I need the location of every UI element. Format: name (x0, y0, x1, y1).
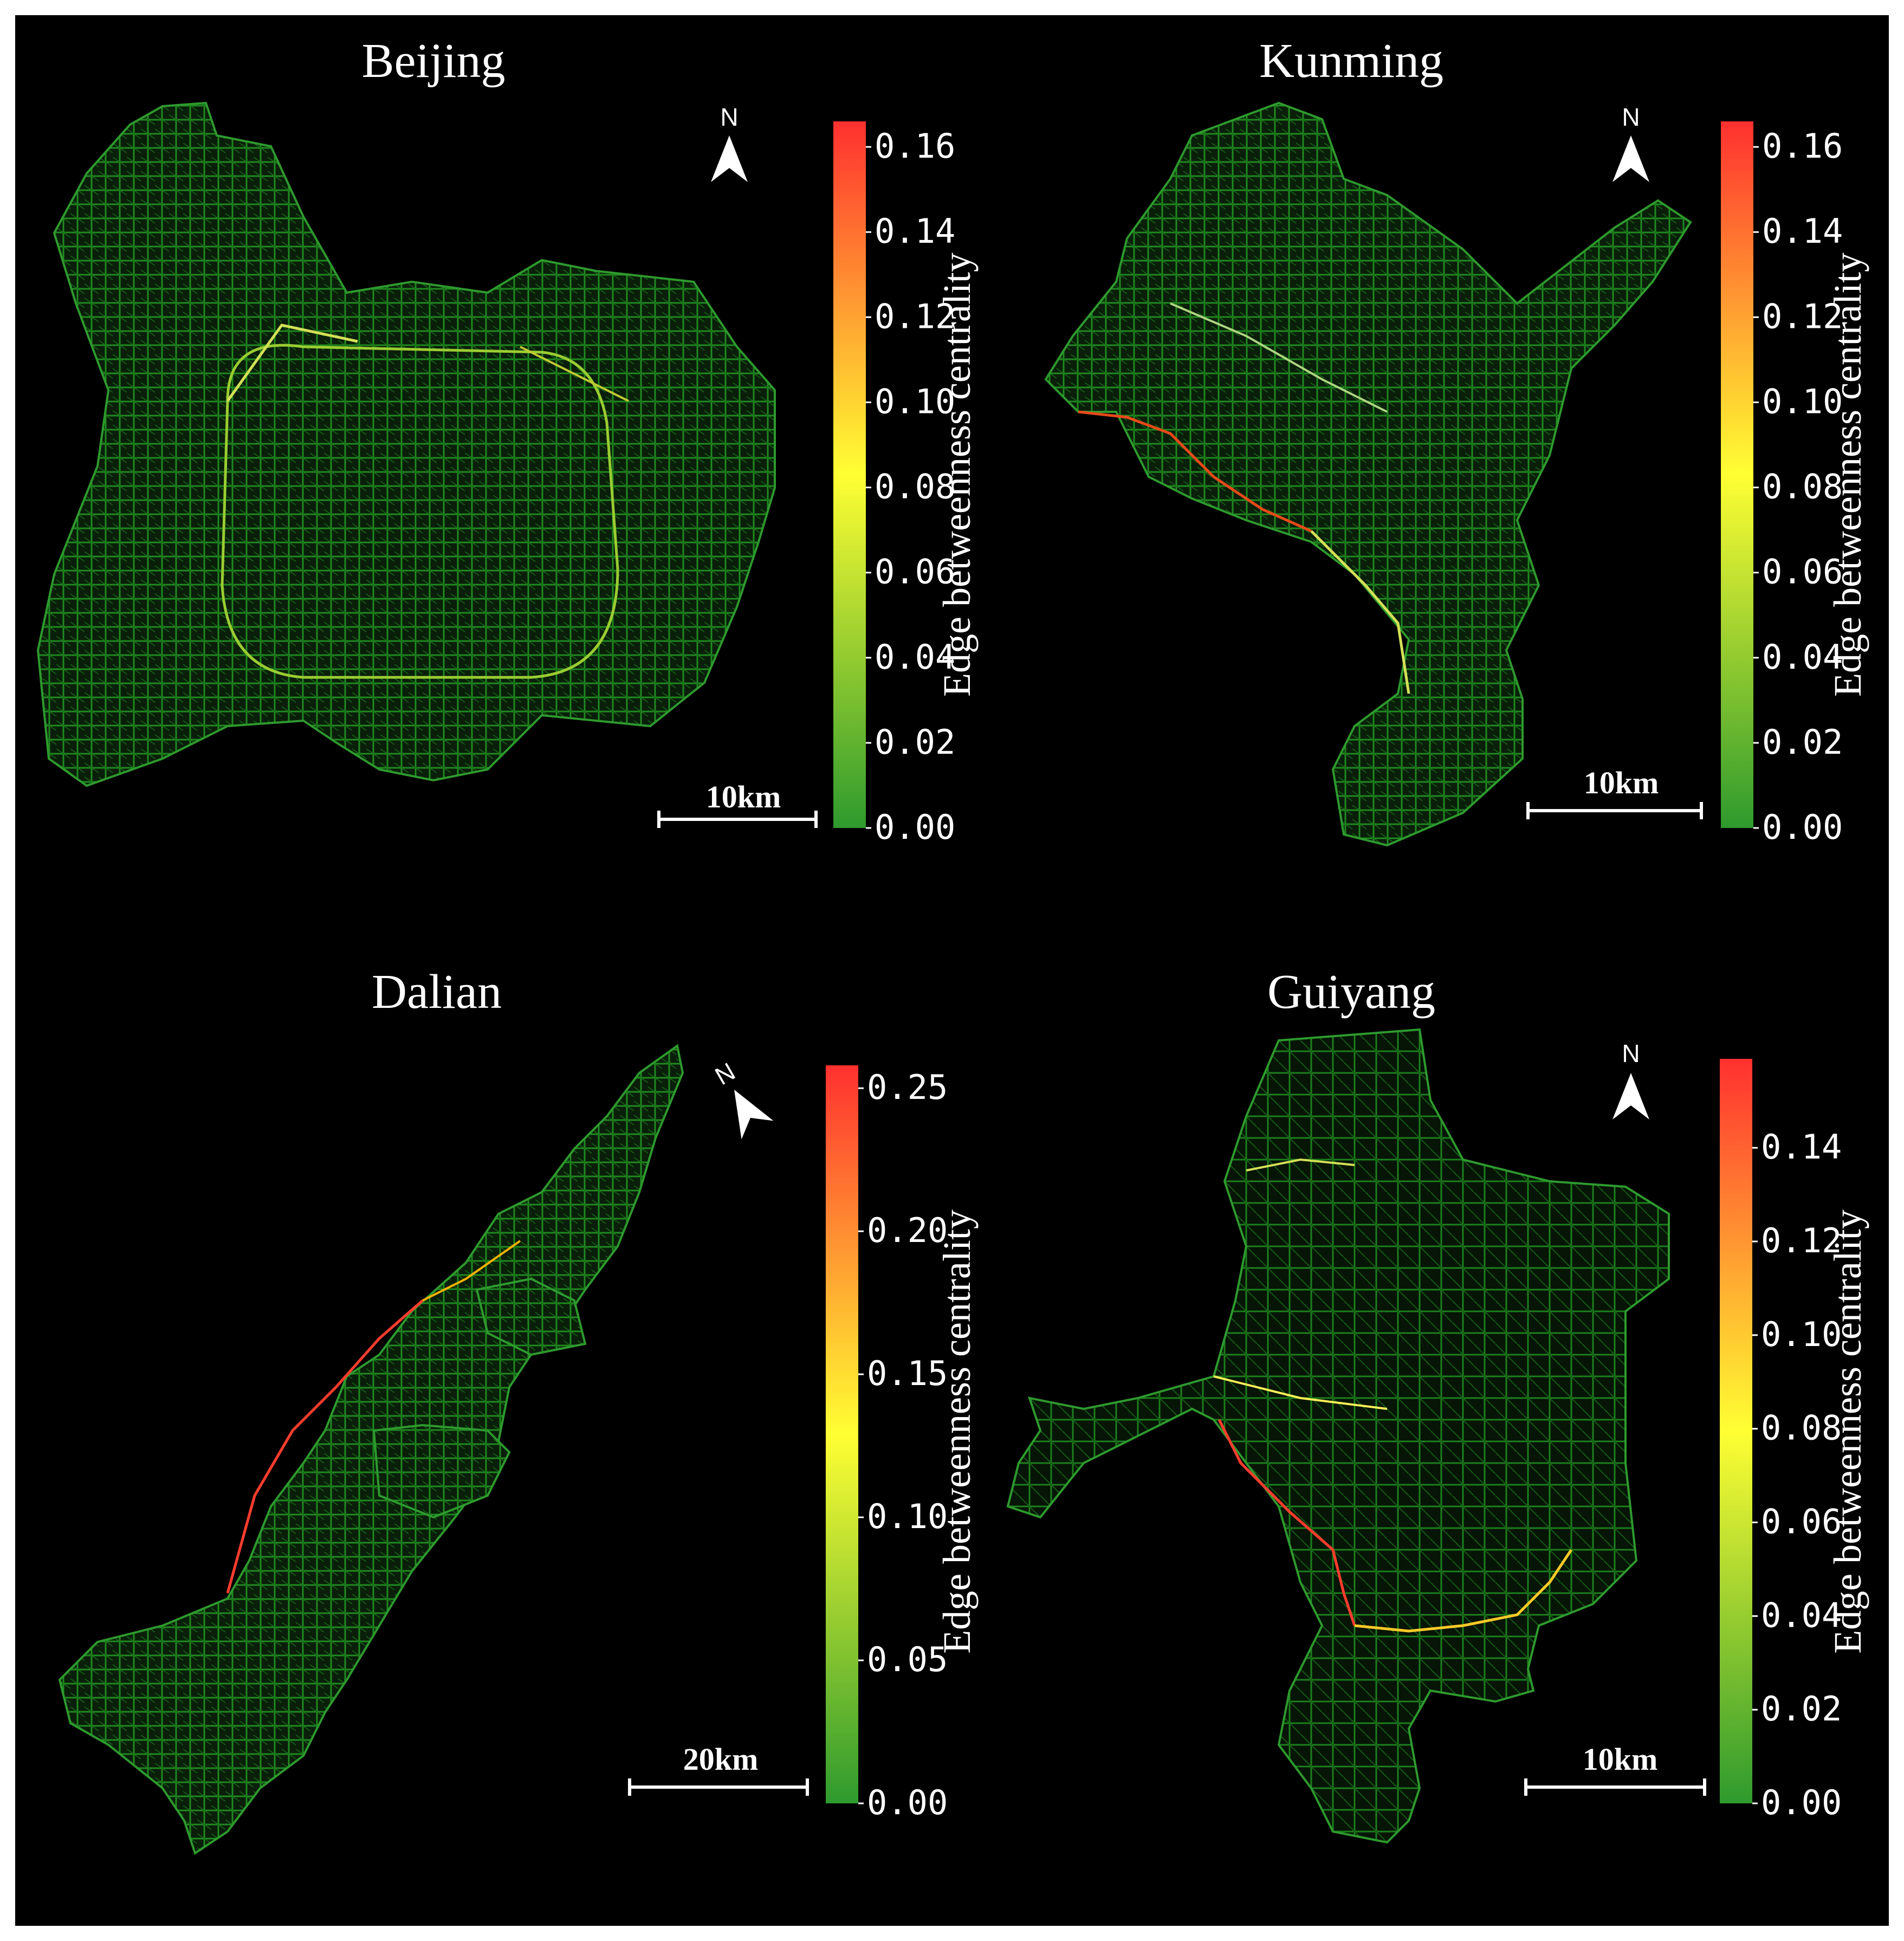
north-letter: N (720, 103, 738, 131)
scale-bar: 10km (1526, 765, 1703, 819)
colorbar-tick-label: 0.04 (875, 637, 955, 677)
colorbar-title: Edge betweenness centrality (935, 253, 979, 697)
colorbar-tick-label: 0.00 (1761, 1783, 1842, 1822)
colorbar-tick-label: 0.06 (1761, 1502, 1842, 1542)
road-network-map (1044, 101, 1692, 847)
colorbar-gradient (833, 121, 866, 828)
colorbar-tick-label: 0.12 (1762, 296, 1843, 336)
colorbar-ticks: 0.14 0.12 0.10 0.08 0.06 0.04 0.02 0.00 (1752, 1127, 1842, 1822)
panel-guiyang: Guiyang N 10km 0.140.120.100.080.060.040… (1006, 965, 1869, 1844)
north-letter: N (1622, 1039, 1640, 1067)
road-network-map (1006, 1028, 1670, 1844)
colorbar-tick-label: 0.00 (867, 1783, 948, 1822)
scale-bar-label: 20km (683, 1742, 759, 1777)
north-letter: N (1622, 103, 1640, 131)
colorbar-title: Edge betweenness centrality (1826, 253, 1869, 697)
colorbar-tick-label: 0.10 (867, 1497, 948, 1536)
colorbar: 0.16 0.14 0.12 0.10 0.08 0.06 0.04 0.02 0.00 Edg… (833, 121, 979, 847)
colorbar-tick-label: 0.10 (1762, 381, 1843, 421)
colorbar-tick-label: 0.12 (875, 296, 955, 336)
colorbar-tick-label: 0.14 (1761, 1127, 1842, 1167)
colorbar-tick-label: 0.12 (1761, 1221, 1842, 1260)
north-arrow: N (710, 1057, 774, 1140)
colorbar-tick-label: 0.16 (875, 126, 955, 166)
colorbar: 0.14 0.12 0.10 0.08 0.06 0.04 0.02 0.00 Edge be… (1720, 1059, 1869, 1822)
scale-bar-label: 10km (706, 779, 781, 814)
north-arrow: N (1612, 103, 1649, 182)
colorbar-tick-label: 0.06 (1762, 552, 1843, 592)
colorbar-title: Edge betweenness centrality (935, 1209, 979, 1654)
colorbar-ticks: 0.25 0.20 0.15 0.10 0.05 0.00 (858, 1067, 948, 1822)
colorbar-ticks: 0.16 0.14 0.12 0.10 0.08 0.06 0.04 0.02 0.00 (1753, 126, 1843, 847)
colorbar-gradient (826, 1065, 858, 1803)
scale-bar: 20km (628, 1742, 809, 1796)
colorbar-gradient (1721, 121, 1753, 828)
panel-beijing: Beijing N 10km 0.160.140.120.100.080.060… (36, 34, 979, 847)
colorbar: 0.25 0.20 0.15 0.10 0.05 0.00 Edge betweennes… (826, 1065, 979, 1822)
north-letter: N (710, 1057, 740, 1091)
colorbar-tick-label: 0.10 (875, 381, 955, 421)
colorbar-tick-label: 0.02 (1762, 722, 1843, 762)
panel-dalian: Dalian N 20km 0.250.200.150.1 (58, 965, 979, 1855)
panel-title: Guiyang (1267, 965, 1435, 1019)
road-network-map (58, 1044, 684, 1855)
scale-bar-label: 10km (1584, 765, 1659, 800)
colorbar-tick-label: 0.05 (867, 1640, 948, 1679)
colorbar-tick-label: 0.02 (1761, 1689, 1842, 1729)
panel-title: Dalian (372, 965, 502, 1019)
colorbar-gradient (1720, 1059, 1752, 1803)
colorbar-title: Edge betweenness centrality (1826, 1209, 1869, 1654)
colorbar-tick-label: 0.25 (867, 1067, 948, 1107)
colorbar-tick-label: 0.10 (1761, 1315, 1842, 1354)
scale-bar: 10km (1524, 1742, 1706, 1796)
colorbar-tick-label: 0.00 (875, 807, 955, 847)
panel-kunming: Kunming N 10km 0.160.140.120.100.080.060… (1044, 34, 1869, 847)
colorbar-ticks: 0.16 0.14 0.12 0.10 0.08 0.06 0.04 0.02 0.00 (866, 126, 955, 847)
colorbar-tick-label: 0.15 (867, 1354, 948, 1393)
north-arrow-icon (1612, 1073, 1649, 1120)
colorbar-tick-label: 0.06 (875, 552, 955, 592)
colorbar-tick-label: 0.16 (1762, 126, 1843, 166)
north-arrow-icon (734, 1089, 774, 1140)
colorbar-tick-label: 0.02 (875, 722, 955, 762)
colorbar-tick-label: 0.08 (1761, 1408, 1842, 1448)
colorbar-tick-label: 0.00 (1762, 807, 1843, 847)
scale-bar-label: 10km (1583, 1742, 1658, 1777)
colorbar-tick-label: 0.20 (867, 1211, 948, 1250)
north-arrow-icon (1612, 135, 1649, 182)
colorbar-tick-label: 0.04 (1761, 1595, 1842, 1635)
north-arrow: N (711, 103, 748, 182)
north-arrow: N (1612, 1039, 1649, 1120)
colorbar-tick-label: 0.04 (1762, 637, 1843, 677)
colorbar-tick-label: 0.08 (875, 467, 955, 507)
colorbar: 0.16 0.14 0.12 0.10 0.08 0.06 0.04 0.02 0.00 Edg… (1721, 121, 1869, 847)
panel-title: Beijing (362, 34, 506, 88)
north-arrow-icon (711, 135, 748, 182)
road-network-map (36, 101, 776, 787)
scale-bar: 10km (657, 779, 818, 828)
panel-title: Kunming (1259, 34, 1443, 88)
colorbar-tick-label: 0.08 (1762, 467, 1843, 507)
colorbar-tick-label: 0.14 (1762, 211, 1843, 251)
colorbar-tick-label: 0.14 (875, 211, 955, 251)
